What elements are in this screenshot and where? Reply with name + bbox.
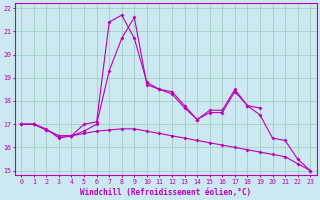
X-axis label: Windchill (Refroidissement éolien,°C): Windchill (Refroidissement éolien,°C) — [80, 188, 251, 197]
